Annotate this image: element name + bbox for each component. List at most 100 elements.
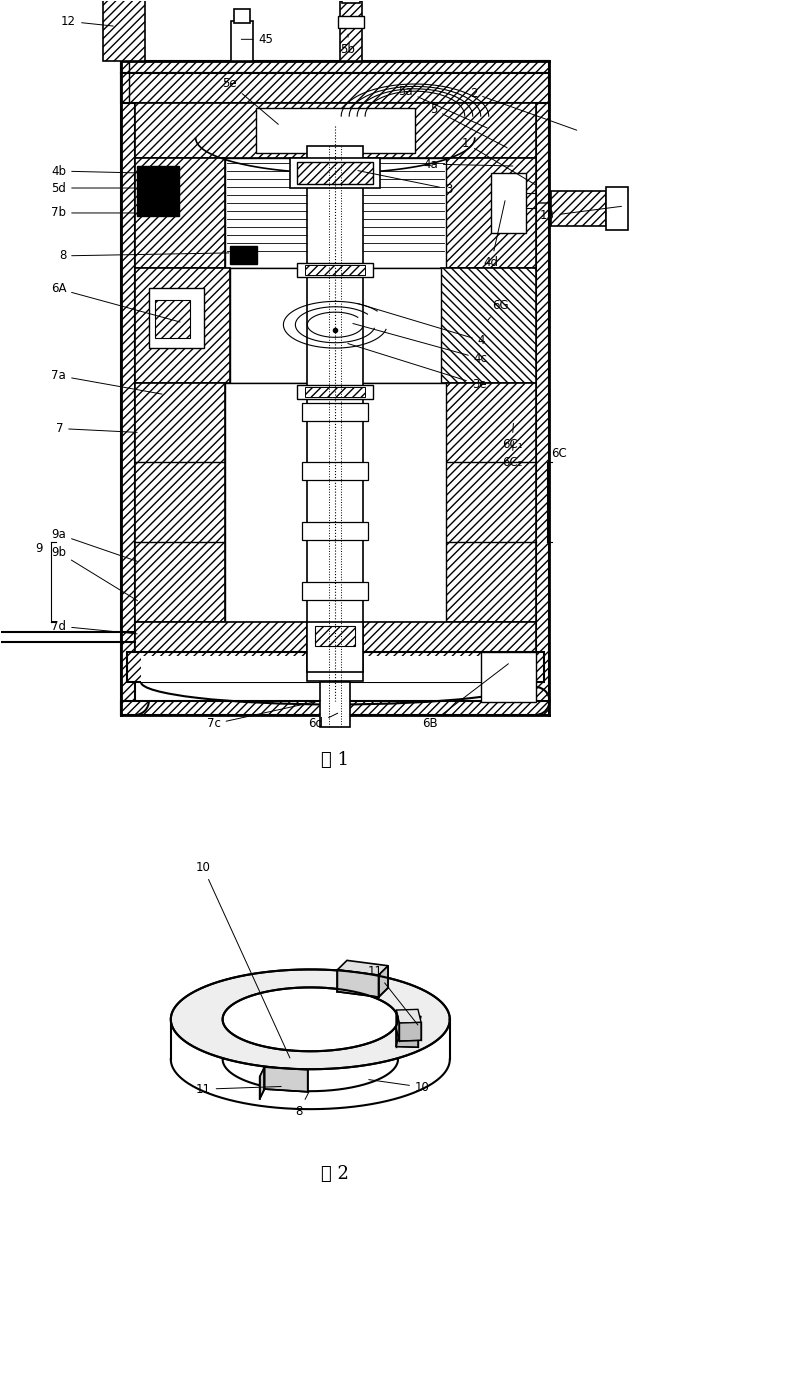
Bar [225,382,446,622]
Bar [551,190,606,226]
Polygon shape [260,1067,308,1079]
Text: 7b: 7b [51,207,134,219]
Text: 4c: 4c [353,323,488,366]
Bar [135,104,535,701]
Text: 10: 10 [196,861,290,1058]
Bar [535,61,550,715]
Bar [307,146,363,680]
Text: 8: 8 [295,1092,309,1118]
Text: 5e: 5e [222,77,278,124]
Bar [290,159,380,188]
Text: 5: 5 [430,102,507,148]
Polygon shape [396,1028,418,1047]
Text: 6G: 6G [487,299,508,320]
Text: 12: 12 [61,15,114,28]
Text: 2: 2 [470,87,577,130]
Bar [255,108,415,153]
Text: 3e: 3e [348,344,486,391]
Bar [103,0,145,61]
Bar [121,701,550,715]
Text: 9b: 9b [51,545,138,600]
Text: 8: 8 [58,250,229,262]
Bar [234,10,250,23]
Text: 10: 10 [369,1079,430,1094]
Text: 1: 1 [462,137,535,185]
Bar [225,159,446,268]
Bar [490,172,526,233]
Bar [302,523,368,541]
Bar [481,653,535,702]
Bar [230,268,441,382]
Bar [121,73,550,104]
Text: 45: 45 [242,33,274,46]
Bar [298,385,373,399]
Text: 9: 9 [36,542,43,555]
Bar [121,61,135,715]
Bar [135,159,225,268]
Text: 6C₁: 6C₁ [502,424,522,451]
Bar [306,265,365,275]
Bar [441,268,535,382]
Bar [302,462,368,480]
Text: 图 1: 图 1 [322,751,350,769]
Bar [340,1,362,61]
Text: 13: 13 [539,207,622,222]
Polygon shape [396,1016,421,1029]
Text: 7d: 7d [51,620,137,633]
Polygon shape [338,960,388,976]
Bar [298,161,373,184]
Text: 4: 4 [358,304,486,348]
Bar [135,268,230,382]
Bar [127,653,543,682]
Text: 6d: 6d [308,713,338,730]
Text: 11: 11 [196,1083,282,1096]
Bar [141,656,530,682]
Bar [315,627,355,646]
Text: 6C₂: 6C₂ [502,442,522,469]
Ellipse shape [170,969,450,1070]
Text: 3: 3 [358,171,452,196]
Bar [135,622,535,653]
Text: 4b: 4b [51,164,140,178]
Bar [149,288,204,348]
Bar [302,403,368,421]
Text: 11: 11 [368,965,418,1025]
Text: 4a: 4a [423,157,513,171]
Bar [606,188,628,230]
Text: 4d: 4d [484,200,505,269]
Bar [320,682,350,727]
Ellipse shape [222,988,398,1052]
Bar [338,17,364,29]
Text: 6B: 6B [422,664,509,730]
Polygon shape [260,1067,265,1098]
Bar [306,386,365,396]
Text: 6C: 6C [551,447,567,460]
Bar [137,166,178,215]
Bar [230,21,253,61]
Text: 7: 7 [56,422,137,435]
Bar [446,382,535,622]
Bar [135,104,535,159]
Bar [298,262,373,277]
Text: 5d: 5d [51,182,135,195]
Text: 5a: 5a [398,84,487,128]
Bar [121,61,550,73]
Polygon shape [396,1016,399,1046]
Bar [230,246,258,264]
Polygon shape [338,970,378,998]
Polygon shape [265,1067,308,1092]
Text: 6A: 6A [50,283,180,322]
Text: 7c: 7c [206,701,321,730]
Bar [307,622,363,672]
Polygon shape [396,1010,399,1041]
Text: 图 2: 图 2 [322,1165,349,1183]
Bar [342,0,360,3]
Text: 9a: 9a [51,527,138,562]
Text: 7a: 7a [51,368,162,395]
Text: 5b: 5b [340,34,355,55]
Bar [446,159,535,268]
Bar [302,582,368,600]
Polygon shape [396,1009,421,1023]
Polygon shape [399,1023,421,1041]
Bar [155,299,190,338]
